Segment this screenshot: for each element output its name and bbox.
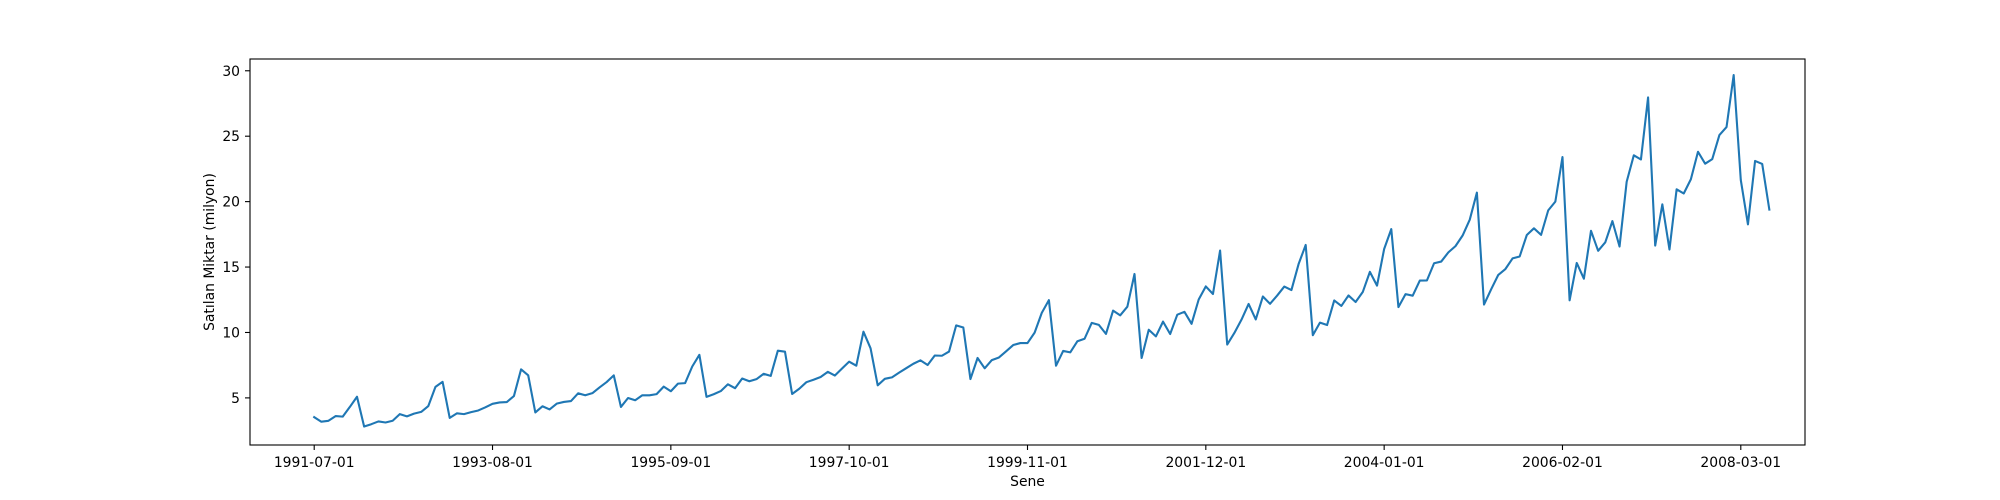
y-tick-label: 20 bbox=[222, 195, 240, 211]
y-tick-label: 25 bbox=[222, 129, 240, 145]
plot-frame bbox=[249, 58, 1806, 446]
x-tick-label: 2006-02-01 bbox=[1522, 455, 1603, 471]
ticks-layer: 1991-07-01 1993-08-01 1995-09-01 1997-10-01… bbox=[222, 64, 1781, 471]
series-line bbox=[312, 74, 1771, 428]
y-tick-label: 5 bbox=[231, 391, 240, 407]
y-axis-label: Satılan Miktar (milyon) bbox=[202, 173, 218, 331]
x-tick-label: 2008-03-01 bbox=[1700, 455, 1781, 471]
x-tick-label: 1999-11-01 bbox=[987, 455, 1068, 471]
y-tick-label: 10 bbox=[222, 325, 240, 341]
x-tick-label: 2004-01-01 bbox=[1344, 455, 1425, 471]
y-tick-label: 15 bbox=[222, 260, 240, 276]
x-tick-label: 2001-12-01 bbox=[1165, 455, 1246, 471]
y-tick-label: 30 bbox=[222, 64, 240, 80]
x-tick-label: 1995-09-01 bbox=[630, 455, 711, 471]
x-axis-label: Sene bbox=[1010, 474, 1045, 490]
x-tick-label: 1997-10-01 bbox=[809, 455, 890, 471]
x-tick-label: 1991-07-01 bbox=[274, 455, 355, 471]
x-tick-label: 1993-08-01 bbox=[452, 455, 533, 471]
